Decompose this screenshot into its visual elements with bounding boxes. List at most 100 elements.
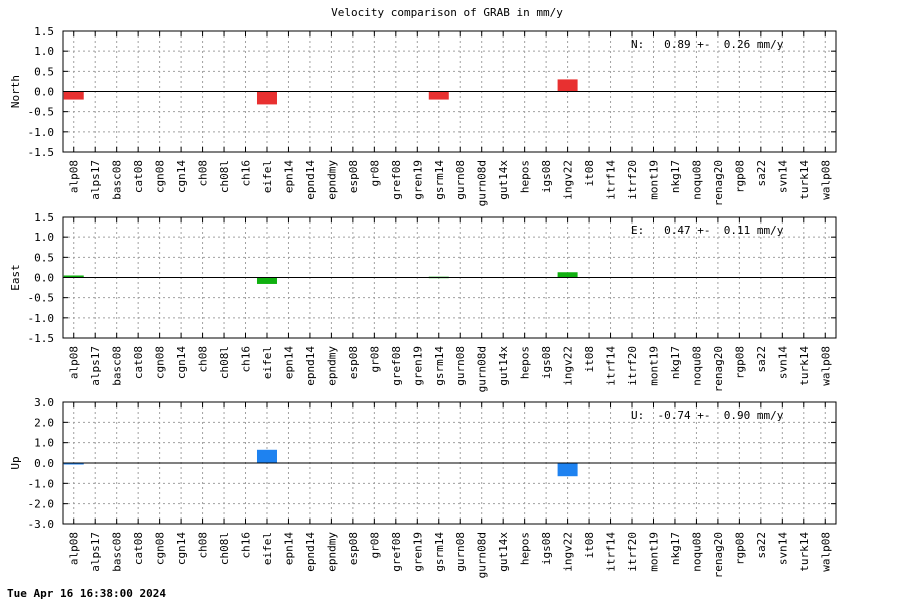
category-label: itrf20: [626, 346, 639, 386]
y-tick-label: 2.0: [34, 416, 54, 429]
category-label: walp08: [819, 160, 832, 200]
category-label: gut14x: [497, 346, 510, 386]
category-label: epnd14: [304, 160, 317, 200]
timestamp-label: Tue Apr 16 16:38:00 2024: [7, 587, 166, 600]
category-label: gut14x: [497, 160, 510, 200]
category-label: alp08: [68, 532, 81, 565]
category-label: alps17: [89, 346, 102, 386]
y-tick-label: -1.0: [28, 477, 55, 490]
bar-alp08: [63, 275, 84, 278]
y-tick-label: -0.5: [28, 292, 55, 305]
category-label: gurn08: [454, 346, 467, 386]
category-label: igs08: [540, 532, 553, 565]
y-tick-label: -0.5: [28, 106, 55, 119]
category-label: rgp08: [733, 532, 746, 565]
category-label: nkg17: [669, 346, 682, 379]
y-tick-label: -3.0: [28, 518, 55, 531]
category-label: gurn08d: [476, 160, 489, 206]
y-tick-label: -2.0: [28, 498, 55, 511]
y-axis-label: East: [9, 264, 22, 291]
plot-frame: [62, 30, 837, 153]
y-tick-label: -1.0: [28, 312, 55, 325]
category-label: itrf20: [626, 532, 639, 572]
category-label: ch08l: [218, 532, 231, 565]
category-label: ingv22: [562, 160, 575, 200]
category-label: hepos: [519, 160, 532, 193]
category-label: esp08: [347, 160, 360, 193]
category-label: sa22: [755, 532, 768, 559]
category-label: mont19: [647, 532, 660, 572]
category-label: epndmy: [325, 532, 338, 572]
category-label: cgn14: [175, 532, 188, 565]
y-tick-label: 0.0: [34, 457, 54, 470]
category-label: rgp08: [733, 160, 746, 193]
category-label: epndmy: [325, 160, 338, 200]
stats-annotation: E: 0.47 +- 0.11 mm/y: [631, 224, 784, 237]
category-label: esp08: [347, 532, 360, 565]
category-label: gsrm14: [433, 160, 446, 200]
category-label: renag20: [712, 160, 725, 206]
category-label: nkg17: [669, 160, 682, 193]
category-label: eifel: [261, 346, 274, 379]
category-label: noqu08: [690, 532, 703, 572]
category-label: igs08: [540, 346, 553, 379]
category-label: turk14: [798, 346, 811, 386]
bar-eifel: [256, 277, 277, 284]
category-label: eifel: [261, 532, 274, 565]
category-label: alps17: [89, 160, 102, 200]
category-label: basc08: [111, 346, 124, 386]
category-label: gref08: [390, 346, 403, 386]
category-label: epndmy: [325, 346, 338, 386]
category-label: cgn14: [175, 346, 188, 379]
category-label: mont19: [647, 346, 660, 386]
category-label: gurn08d: [476, 346, 489, 392]
bar-ingv22: [557, 463, 578, 477]
category-label: epnd14: [304, 346, 317, 386]
category-label: gurn08: [454, 532, 467, 572]
category-label: ch08l: [218, 160, 231, 193]
bar-eifel: [256, 449, 277, 463]
category-label: itrf14: [605, 532, 618, 572]
category-label: ch08: [197, 160, 210, 187]
category-label: it08: [583, 532, 596, 559]
category-label: epnd14: [304, 532, 317, 572]
category-label: ch08: [197, 346, 210, 373]
y-tick-label: 3.0: [34, 396, 54, 409]
category-label: cat08: [132, 160, 145, 193]
category-label: ingv22: [562, 346, 575, 386]
panel-up: 3.0 2.0 1.0 0.0 -1.0 -2.0 -3.0 U: -0.74 +- 0.90…: [9, 396, 837, 578]
category-label: alp08: [68, 160, 81, 193]
y-tick-label: -1.5: [28, 332, 55, 345]
category-label: turk14: [798, 160, 811, 200]
category-label: gref08: [390, 160, 403, 200]
category-label: nkg17: [669, 532, 682, 565]
category-label: gren19: [411, 346, 424, 386]
category-label: gsrm14: [433, 532, 446, 572]
category-label: svn14: [776, 532, 789, 565]
bar-alp08: [63, 91, 84, 100]
category-label: alp08: [68, 346, 81, 379]
y-tick-label: 1.0: [34, 45, 54, 58]
category-label: gr08: [368, 532, 381, 559]
stats-annotation: U: -0.74 +- 0.90 mm/y: [631, 409, 784, 422]
category-label: gsrm14: [433, 346, 446, 386]
category-label: cat08: [132, 532, 145, 565]
y-axis-label: Up: [9, 456, 22, 469]
category-label: cgn14: [175, 160, 188, 193]
y-tick-label: 0.5: [34, 65, 54, 78]
category-label: hepos: [519, 532, 532, 565]
category-label: epn14: [282, 160, 295, 193]
y-tick-label: -1.0: [28, 126, 55, 139]
category-label: sa22: [755, 346, 768, 373]
category-label: epn14: [282, 532, 295, 565]
category-label: itrf20: [626, 160, 639, 200]
category-label: gren19: [411, 160, 424, 200]
bar-alp08: [63, 463, 84, 465]
category-label: it08: [583, 346, 596, 373]
category-label: gren19: [411, 532, 424, 572]
plot-frame: [62, 216, 837, 339]
category-label: ch16: [240, 160, 253, 187]
category-label: cgn08: [154, 160, 167, 193]
y-tick-label: 0.0: [34, 86, 54, 99]
category-label: rgp08: [733, 346, 746, 379]
